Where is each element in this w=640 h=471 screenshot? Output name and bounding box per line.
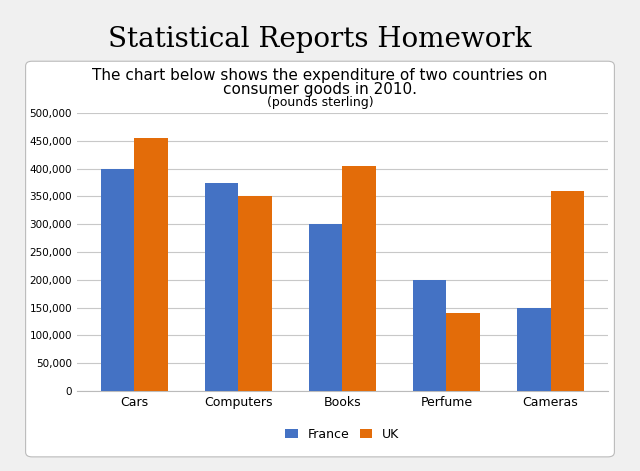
Bar bbox=[550, 191, 584, 391]
Bar bbox=[205, 182, 238, 391]
Bar bbox=[413, 280, 447, 391]
Bar bbox=[342, 166, 376, 391]
Bar bbox=[517, 308, 550, 391]
Text: Statistical Reports Homework: Statistical Reports Homework bbox=[108, 26, 532, 53]
Text: consumer goods in 2010.: consumer goods in 2010. bbox=[223, 82, 417, 97]
Bar bbox=[134, 138, 168, 391]
Text: (pounds sterling): (pounds sterling) bbox=[267, 96, 373, 109]
Text: The chart below shows the expenditure of two countries on: The chart below shows the expenditure of… bbox=[92, 68, 548, 83]
Bar bbox=[447, 313, 480, 391]
Bar bbox=[101, 169, 134, 391]
Bar bbox=[309, 224, 342, 391]
Bar bbox=[238, 196, 271, 391]
Legend: France, UK: France, UK bbox=[280, 423, 404, 446]
